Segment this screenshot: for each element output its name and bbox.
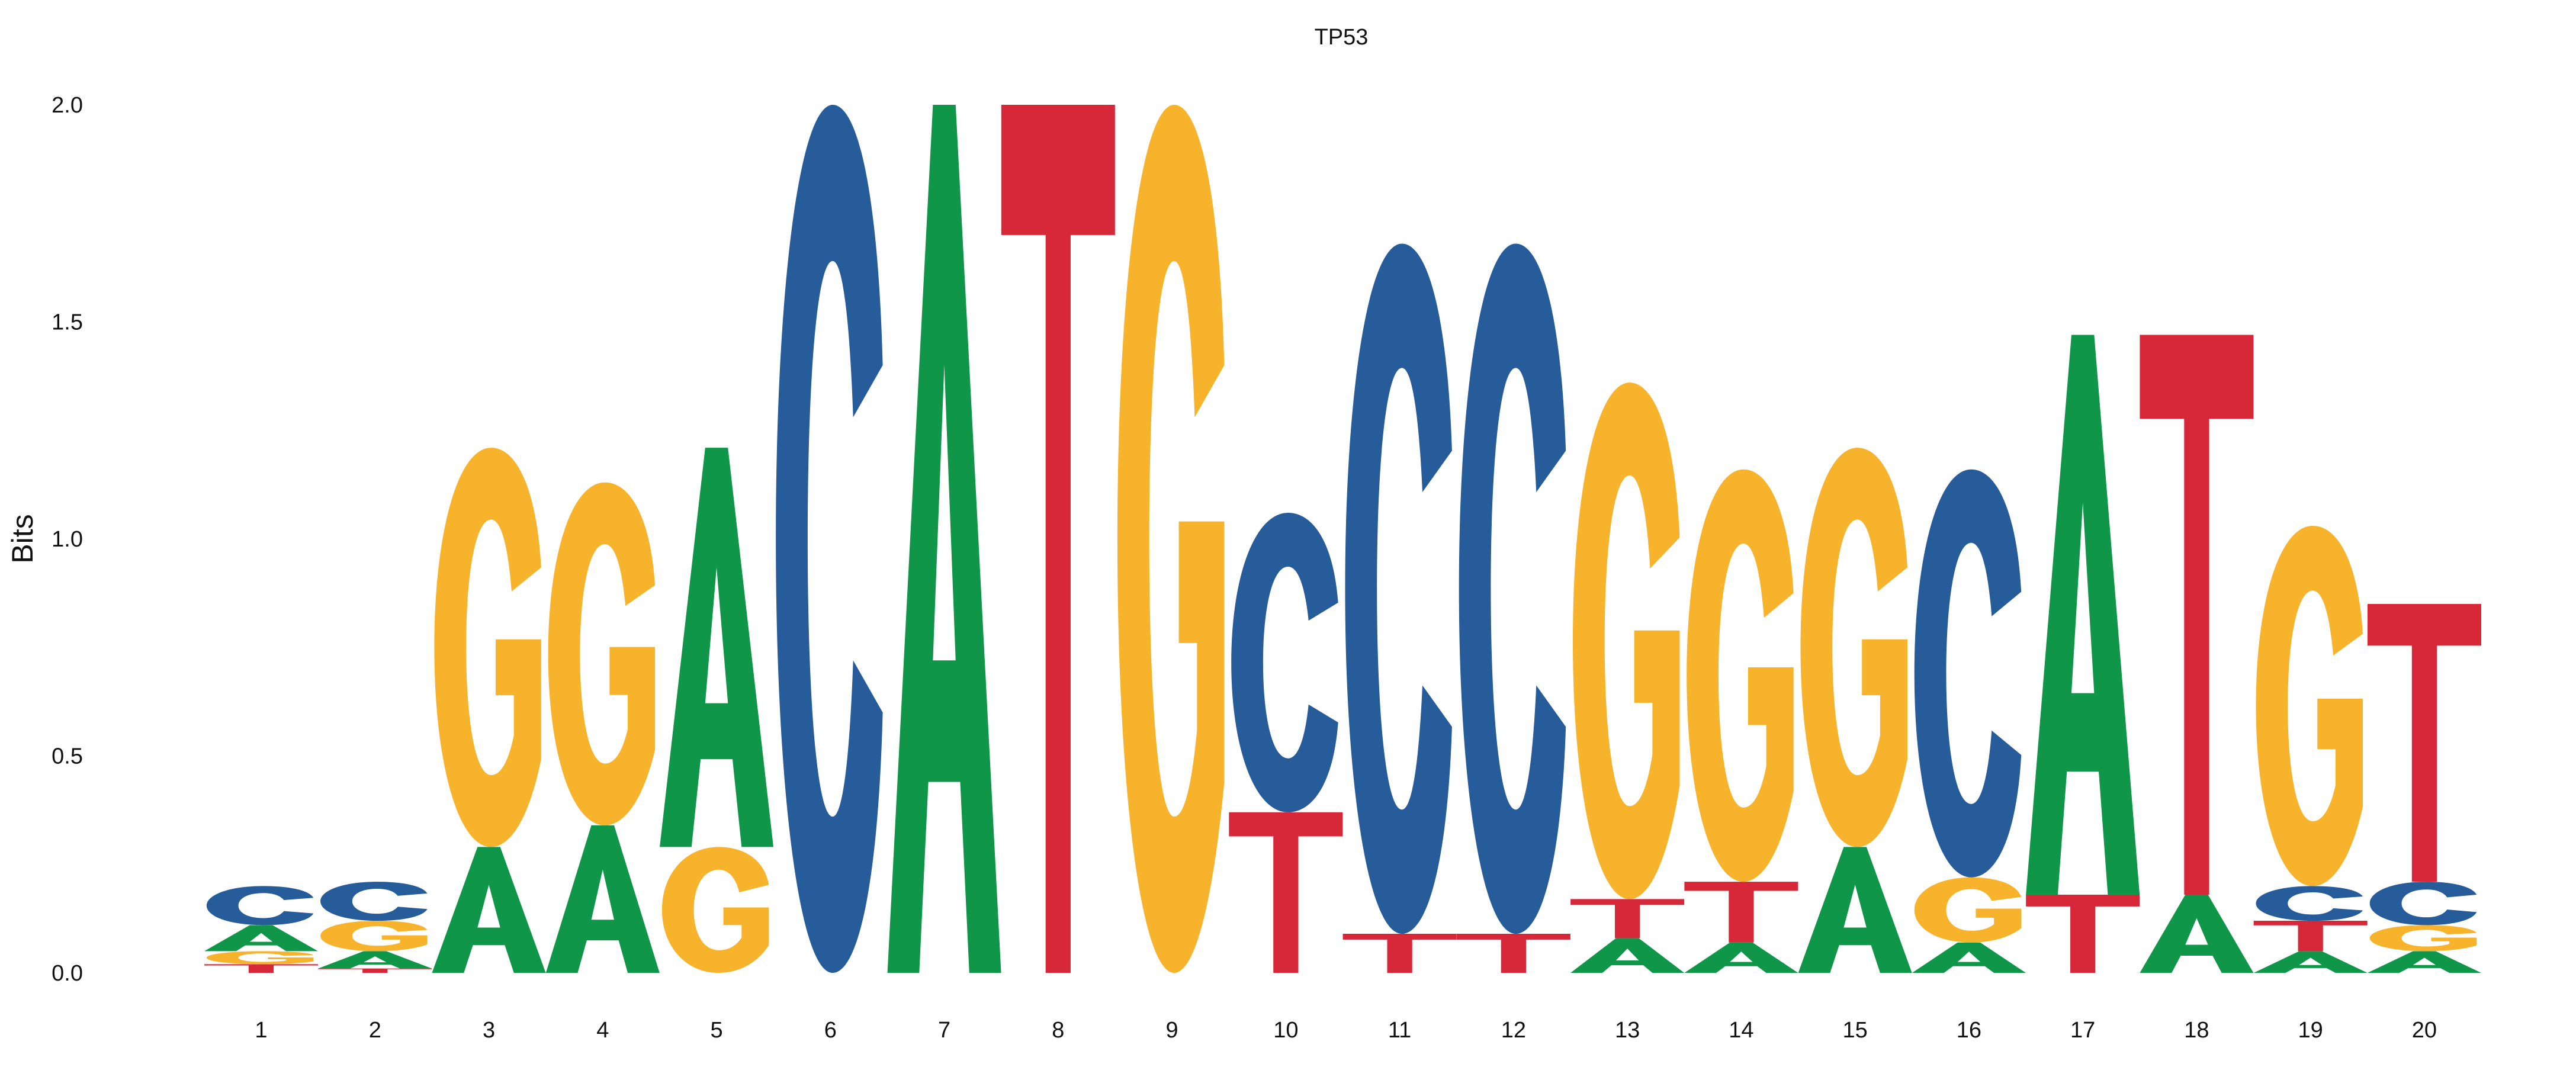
x-tick-label: 13 [1615,1018,1640,1043]
letter-T [204,964,318,973]
letter-A [2367,951,2481,973]
x-tick-label: 14 [1729,1018,1753,1043]
letter-A [2140,895,2254,973]
letter-T [2140,335,2254,895]
letter-T [1001,105,1115,973]
letter-A [1798,847,1912,973]
x-tick-label: 9 [1166,1018,1178,1043]
letter-A [318,951,432,969]
x-tick-label: 5 [710,1018,722,1043]
y-tick-label: 2.0 [52,93,83,118]
x-tick-label: 11 [1388,1018,1411,1043]
x-tick-label: 10 [1273,1018,1298,1043]
letter-G [661,847,769,973]
x-tick-label: 8 [1052,1018,1064,1043]
letter-C [1231,513,1338,812]
x-tick-label: 18 [2184,1018,2209,1043]
letter-G [548,482,656,825]
chart-title: TP53 [1315,25,1369,50]
letter-C [1459,243,1566,934]
letter-A [660,448,774,847]
letter-T [1229,812,1343,973]
letter-G [1914,877,2022,943]
x-tick-label: 2 [369,1018,381,1043]
x-tick-label: 12 [1501,1018,1526,1043]
x-tick-label: 7 [938,1018,950,1043]
letter-A [204,925,318,952]
y-tick-label: 1.5 [52,310,83,335]
letter-A [2253,951,2368,973]
letter-C [1345,243,1452,934]
letter-C [2369,882,2477,925]
x-tick-label: 19 [2298,1018,2323,1043]
letter-A [1684,942,1798,973]
letter-T [2026,895,2140,973]
x-tick-label: 15 [1842,1018,1867,1043]
letter-C [776,105,883,973]
letter-G [206,951,314,965]
y-tick-label: 0.5 [52,744,83,769]
x-tick-label: 3 [483,1018,495,1043]
x-tick-label: 1 [255,1018,267,1043]
logo-letters [204,105,2481,973]
letter-G [320,921,428,952]
letter-T [1684,882,1798,943]
letter-C [1914,469,2022,878]
x-tick-label: 6 [824,1018,837,1043]
letter-G [2256,526,2363,886]
letter-G [434,448,541,847]
letter-A [1570,938,1685,973]
letter-C [2256,886,2363,921]
letter-T [1342,934,1457,973]
letter-G [2369,925,2477,952]
x-axis-ticks: 1 2 3 4 5 6 7 8 9 10 11 12 13 14 15 16 17 18 19 20 [255,1018,2437,1043]
x-tick-label: 20 [2412,1018,2437,1043]
letter-C [320,882,428,921]
x-tick-label: 4 [596,1018,609,1043]
y-tick-label: 1.0 [52,527,83,552]
letter-T [1570,899,1685,939]
y-axis-ticks: 0.0 0.5 1.0 1.5 2.0 [52,93,83,986]
letter-T [1456,934,1570,973]
letter-G [1572,383,1680,899]
letter-C [206,886,314,925]
letter-G [1800,448,1907,847]
letter-A [1912,942,2026,973]
letter-A [545,825,660,973]
y-tick-label: 0.0 [52,961,83,986]
letter-A [2026,335,2140,895]
letter-A [887,105,1001,973]
letter-T [318,968,432,973]
x-tick-label: 16 [1957,1018,1981,1043]
y-axis-label: Bits [6,514,39,563]
letter-A [432,847,546,973]
x-tick-label: 17 [2070,1018,2095,1043]
letter-G [1117,105,1225,973]
letter-T [2367,603,2481,882]
letter-T [2253,921,2368,952]
letter-G [1687,469,1794,882]
